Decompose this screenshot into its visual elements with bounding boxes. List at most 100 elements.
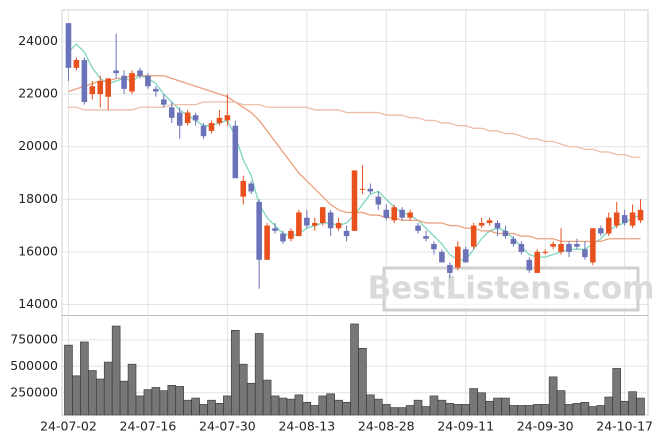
candle-body: [89, 86, 96, 95]
candle-body: [192, 115, 199, 121]
x-tick-label: 24-07-02: [40, 419, 97, 434]
candle-body: [629, 212, 636, 226]
volume-bar: [636, 397, 645, 416]
candle-body: [280, 233, 286, 242]
candle-body: [311, 222, 318, 226]
candle-body: [129, 73, 135, 92]
volume-bar: [95, 378, 105, 416]
volume-bar: [167, 385, 177, 416]
candle-body: [574, 244, 580, 247]
candle-body: [153, 88, 159, 92]
volume-bar: [437, 399, 447, 416]
candle-body: [423, 236, 429, 239]
candle-body: [621, 215, 628, 223]
volume-bar: [231, 329, 240, 416]
volume-bar: [501, 397, 510, 416]
candle-body: [272, 228, 278, 231]
volume-bar: [278, 397, 288, 416]
volume-bar: [612, 368, 621, 416]
volume-bar: [175, 386, 184, 416]
y-tick-label: 16000: [18, 243, 58, 258]
volume-bar: [326, 393, 335, 416]
candle-body: [327, 212, 334, 229]
candle-body: [161, 99, 167, 105]
candle-body: [248, 183, 254, 192]
volume-bar: [342, 401, 351, 416]
volume-bar: [358, 347, 367, 416]
volume-bar: [540, 404, 550, 416]
candle-body: [256, 201, 262, 260]
candle-body: [113, 70, 119, 74]
volume-bar: [183, 399, 192, 416]
candle-body: [439, 251, 445, 263]
x-tick-label: 24-10-17: [596, 419, 653, 434]
candle-body: [105, 78, 111, 97]
candle-body: [375, 196, 382, 205]
volume-bar: [405, 405, 415, 416]
volume-bar: [548, 376, 558, 416]
candle-body: [319, 207, 326, 223]
volume-bar: [350, 323, 359, 416]
volume-bar: [135, 395, 145, 416]
volume-bar: [564, 404, 574, 416]
candle-body: [391, 207, 398, 221]
candle-body: [288, 230, 294, 239]
candle-body: [367, 188, 374, 192]
volume-bar: [477, 392, 486, 416]
candle-body: [550, 244, 556, 247]
volume-bar: [294, 394, 304, 416]
candle-body: [184, 112, 191, 124]
volume-bar: [310, 405, 320, 416]
candle-body: [590, 228, 596, 263]
candle-body: [176, 112, 183, 126]
volume-bar: [485, 400, 494, 416]
candle-body: [558, 244, 564, 252]
candle-body: [605, 217, 612, 234]
volume-bar: [111, 325, 121, 416]
volume-bar: [199, 404, 208, 416]
candle-body: [168, 107, 175, 118]
volume-bar: [127, 363, 137, 416]
volume-bar: [429, 395, 439, 416]
volume-bar: [215, 403, 224, 416]
candle-body: [343, 230, 350, 237]
candle-body: [264, 225, 270, 260]
candle-body: [296, 212, 302, 237]
candle-body: [582, 249, 588, 258]
candle-body: [137, 70, 143, 76]
volume-bar: [103, 361, 113, 416]
x-tick-label: 24-08-13: [278, 419, 335, 434]
y-tick-label: 250000: [10, 384, 58, 399]
y-tick-label: 18000: [18, 191, 58, 206]
y-tick-label: 500000: [10, 358, 58, 373]
volume-bar: [262, 379, 272, 416]
volume-bar: [254, 333, 264, 416]
y-tick-label: 20000: [18, 138, 58, 153]
candle-body: [478, 222, 485, 226]
x-tick-label: 24-07-16: [120, 419, 177, 434]
candle-body: [351, 170, 358, 231]
candle-body: [486, 220, 493, 223]
y-tick-label: 750000: [10, 331, 58, 346]
volume-bar: [159, 390, 169, 416]
volume-bar: [80, 341, 89, 416]
volume-bar: [509, 405, 518, 416]
candle-body: [383, 209, 390, 218]
x-tick-label: 24-07-30: [199, 419, 256, 434]
volume-bar: [286, 398, 296, 416]
candle-body: [335, 222, 342, 229]
volume-bar: [604, 396, 614, 416]
volume-bar: [572, 403, 582, 416]
volume-bar: [421, 406, 431, 416]
volume-bar: [461, 404, 471, 416]
y-tick-label: 14000: [18, 296, 58, 311]
candle-body: [97, 80, 104, 95]
candle-body: [304, 217, 310, 226]
volume-bar: [525, 405, 534, 416]
volume-bar: [270, 395, 280, 416]
candle-body: [542, 251, 548, 253]
watermark-text: BestListens.com: [368, 271, 655, 307]
volume-bar: [191, 397, 200, 416]
volume-bar: [580, 401, 590, 416]
